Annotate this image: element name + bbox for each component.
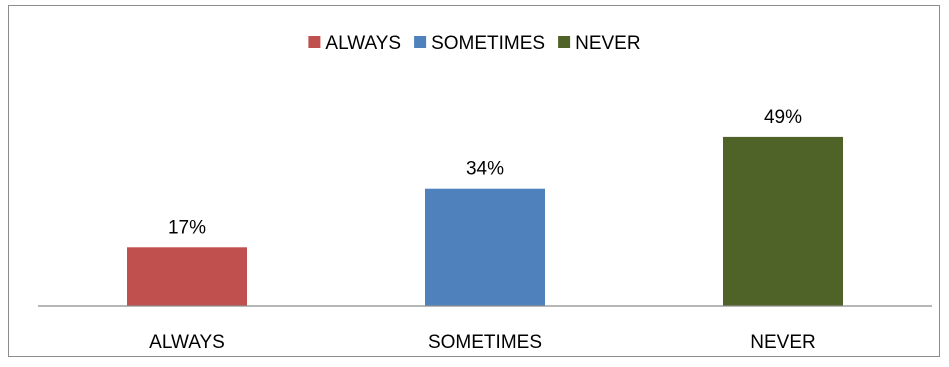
legend-label-always: ALWAYS <box>325 33 401 54</box>
legend-label-sometimes: SOMETIMES <box>431 33 545 54</box>
x-tick-label-always: ALWAYS <box>149 332 225 353</box>
bar-series <box>127 136 843 306</box>
data-label-never: 49% <box>764 107 802 128</box>
legend-label-never: NEVER <box>575 33 640 54</box>
x-tick-label-never: NEVER <box>750 332 815 353</box>
bar-never <box>723 136 843 306</box>
bar-sometimes <box>425 188 545 306</box>
chart-legend: ALWAYS SOMETIMES NEVER <box>308 33 641 54</box>
x-tick-label-sometimes: SOMETIMES <box>428 332 542 353</box>
bar-always <box>127 247 247 306</box>
x-axis-tick-labels: ALWAYS SOMETIMES NEVER <box>149 332 816 353</box>
legend-swatch-sometimes <box>414 36 427 48</box>
data-label-sometimes: 34% <box>466 159 504 180</box>
legend-swatch-always <box>308 36 321 48</box>
legend-swatch-never <box>558 36 571 48</box>
data-labels: 17% 34% 49% <box>168 107 802 238</box>
data-label-always: 17% <box>168 217 206 238</box>
